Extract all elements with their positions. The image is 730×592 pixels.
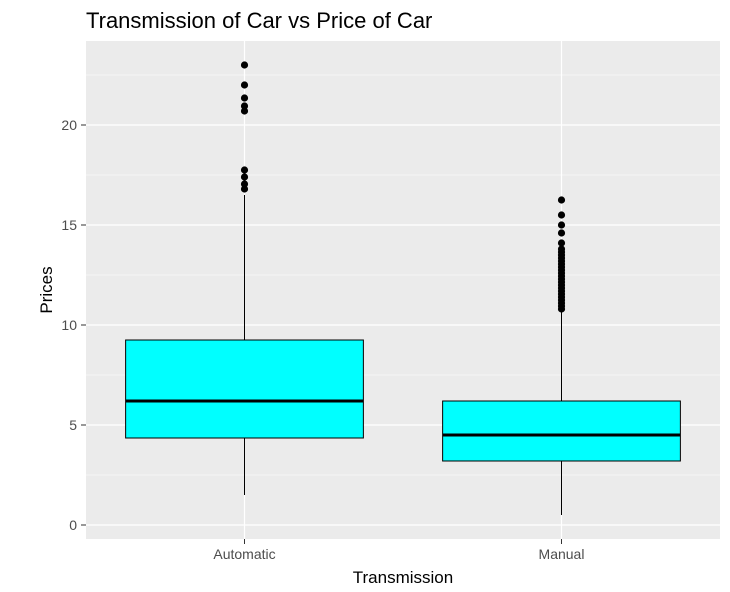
y-tick-label: 0: [69, 517, 77, 533]
outlier-point: [240, 185, 249, 193]
outlier-point: [557, 211, 566, 219]
chart-title: Transmission of Car vs Price of Car: [86, 8, 432, 33]
x-tick-label: Manual: [539, 546, 585, 562]
outlier-point: [557, 196, 566, 204]
outlier-point: [240, 173, 249, 181]
plot-panel: [86, 41, 720, 539]
y-axis-title: Prices: [37, 266, 56, 313]
x-axis: Automatic Manual: [213, 539, 584, 562]
outlier-point: [557, 239, 566, 247]
outlier-point: [240, 61, 249, 69]
outlier-point: [240, 166, 249, 174]
y-tick-label: 10: [61, 317, 77, 333]
outlier-point: [557, 221, 566, 229]
x-axis-title: Transmission: [353, 568, 453, 587]
outlier-point: [240, 102, 249, 110]
iqr-box: [442, 400, 681, 462]
x-tick-label: Automatic: [213, 546, 275, 562]
box-manual: [442, 196, 681, 515]
boxes: [125, 61, 681, 515]
outlier-point: [240, 81, 249, 89]
y-tick-label: 5: [69, 417, 77, 433]
y-axis: 0 5 10 15 20: [61, 117, 86, 533]
y-tick-label: 15: [61, 217, 77, 233]
iqr-box: [125, 339, 364, 439]
outlier-point: [240, 180, 249, 188]
outlier-point: [557, 245, 566, 253]
outlier-point: [557, 229, 566, 237]
outlier-point: [240, 94, 249, 102]
box-automatic: [125, 61, 364, 495]
outlier-point: [240, 107, 249, 115]
y-tick-label: 20: [61, 117, 77, 133]
